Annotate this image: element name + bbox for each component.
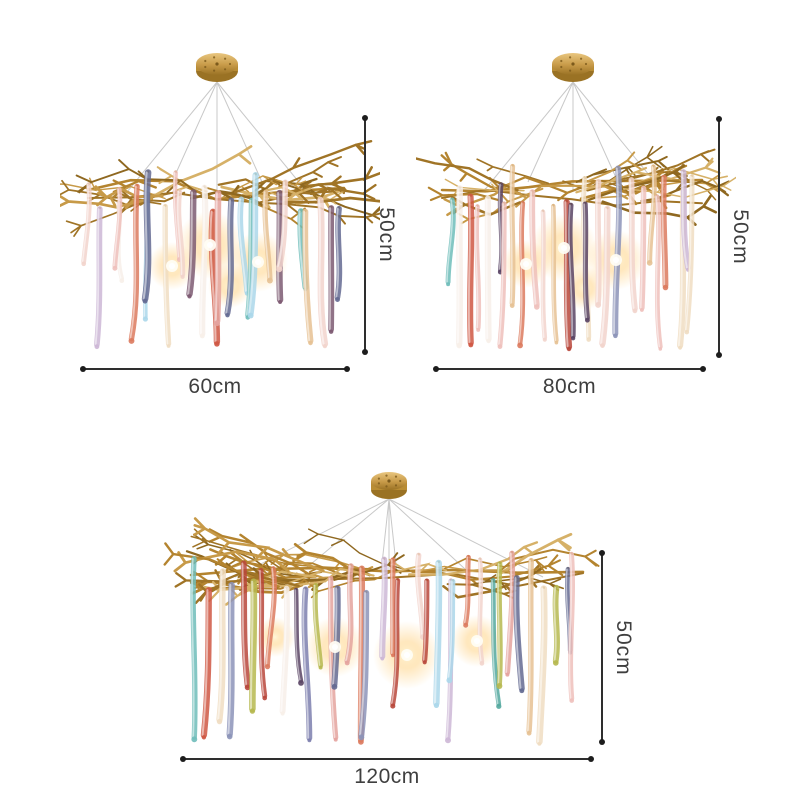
dimension-line-horizontal: [433, 366, 706, 372]
glass-strands: [190, 550, 575, 746]
ceiling-canopy: [371, 472, 407, 499]
dimension-line-horizontal: [180, 756, 594, 762]
width-label: 80cm: [542, 375, 597, 398]
glass-strands: [445, 163, 695, 352]
dimension-line-vertical: [716, 116, 722, 358]
width-dimension-80: 80cm: [433, 366, 706, 399]
width-label: 120cm: [354, 765, 420, 788]
height-label: 50cm: [375, 207, 398, 263]
bulb-cores: [329, 635, 483, 661]
height-label: 50cm: [729, 209, 752, 265]
chandelier-60-image: [60, 53, 380, 350]
bulb-cores: [166, 239, 264, 272]
bulb-cores: [520, 242, 622, 270]
dimension-line-vertical: [362, 115, 368, 355]
width-dimension-60: 60cm: [80, 366, 350, 399]
dimension-line-vertical: [599, 550, 605, 745]
brass-branches: [416, 145, 736, 226]
glass-strands: [81, 169, 343, 350]
chandelier-80-image: [416, 53, 736, 352]
dimension-line-horizontal: [80, 366, 350, 372]
ceiling-canopy: [196, 53, 238, 82]
brass-branches: [60, 140, 380, 237]
width-label: 60cm: [188, 375, 242, 398]
ceiling-canopy: [552, 53, 594, 82]
width-dimension-120: 120cm: [180, 756, 594, 789]
height-label: 50cm: [612, 619, 635, 676]
suspension-wires: [126, 81, 308, 193]
chandelier-120-image: [163, 472, 600, 746]
